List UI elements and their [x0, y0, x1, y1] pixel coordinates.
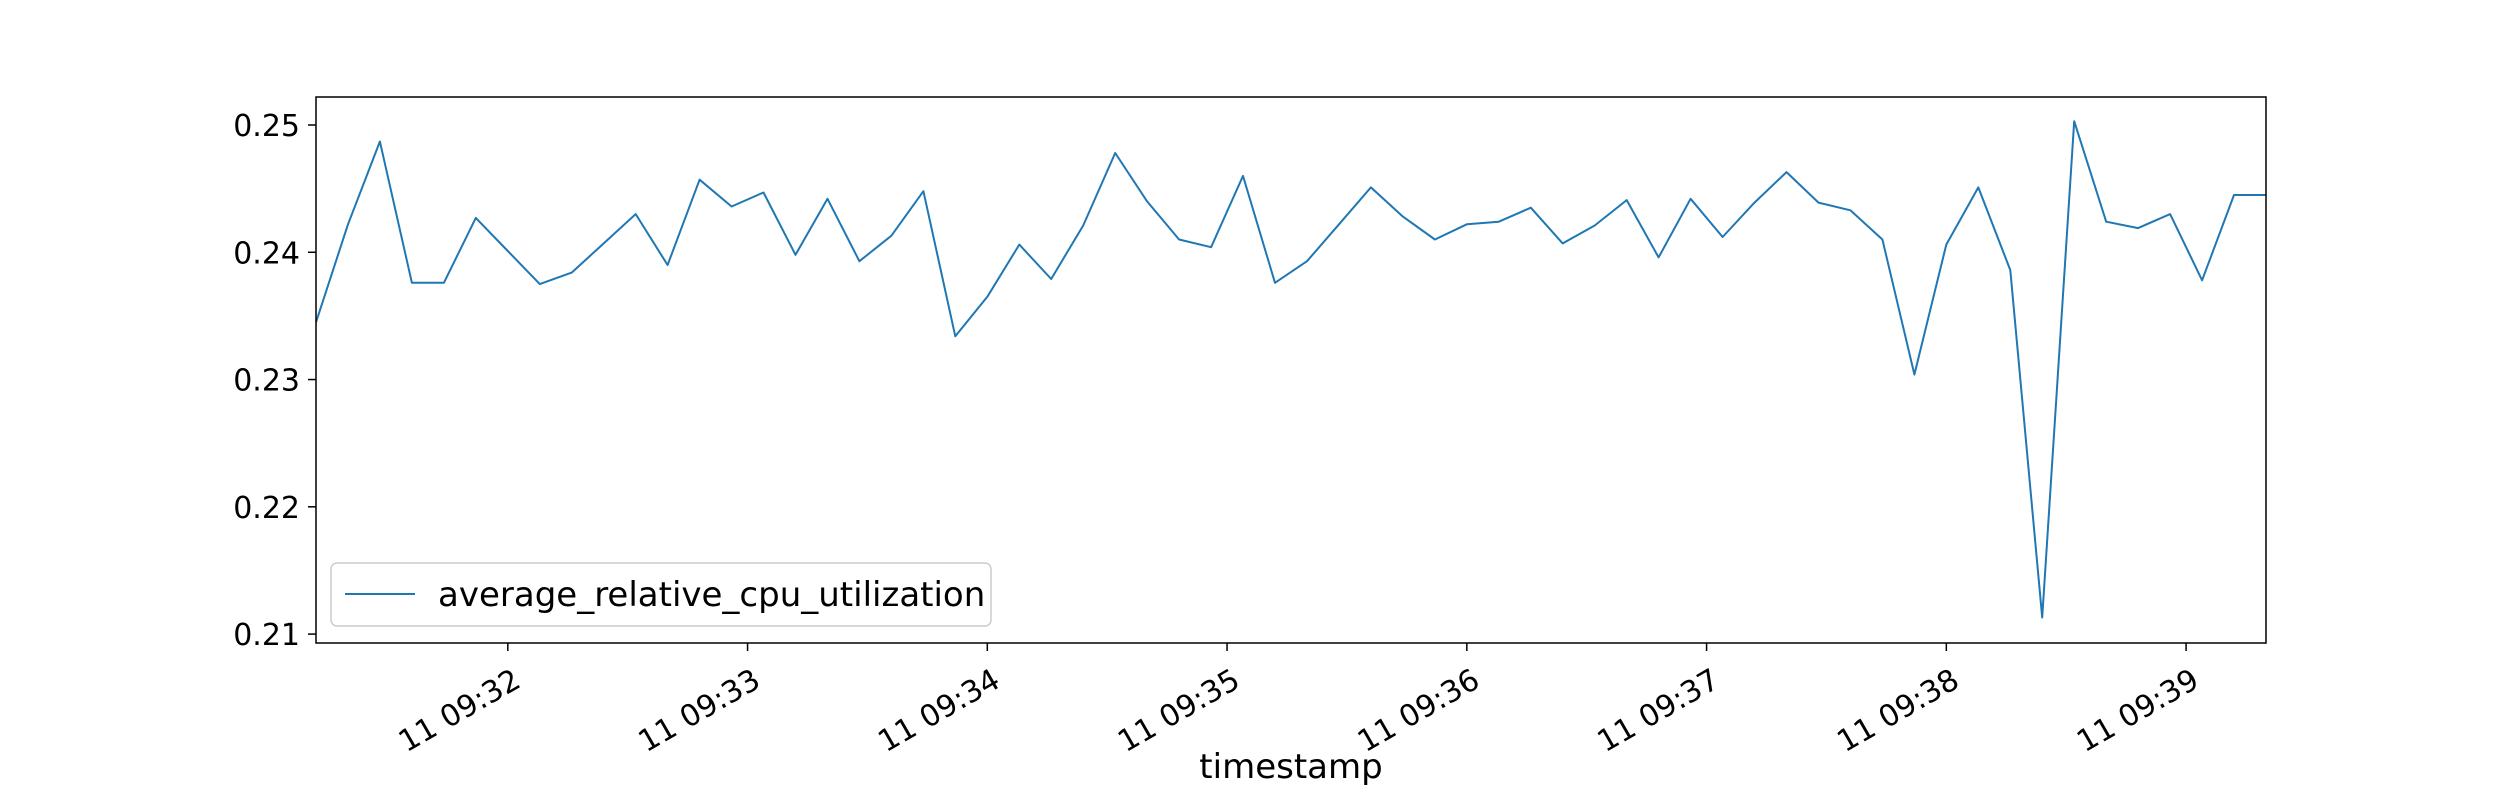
- plot-frame: [315, 96, 2267, 644]
- x-axis-label: timestamp: [1199, 747, 1382, 787]
- series-line-0: [315, 120, 2266, 619]
- legend: average_relative_cpu_utilization: [330, 562, 992, 627]
- plot-area: [315, 120, 2266, 619]
- y-tick-label: 0.22: [233, 491, 300, 526]
- y-tick-label: 0.25: [233, 109, 300, 144]
- y-tick-label: 0.23: [233, 364, 300, 399]
- legend-label: average_relative_cpu_utilization: [438, 575, 985, 615]
- y-tick-label: 0.21: [233, 618, 300, 653]
- legend-box: [330, 562, 992, 627]
- y-tick-label: 0.24: [233, 236, 300, 271]
